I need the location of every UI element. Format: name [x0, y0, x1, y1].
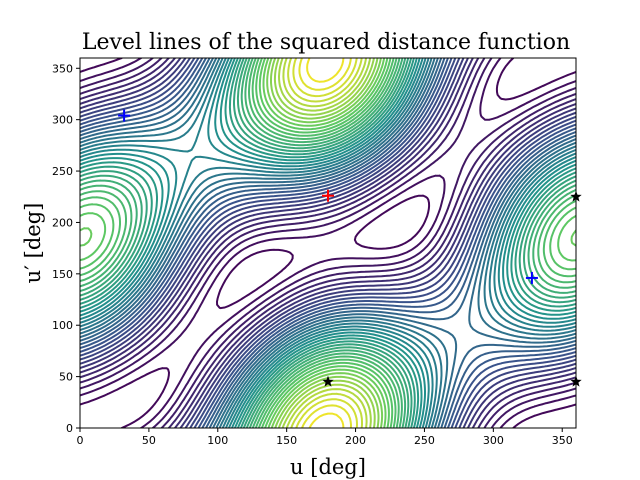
contour-line — [80, 58, 576, 428]
contour-line — [278, 58, 372, 428]
contour-line — [80, 58, 576, 428]
y-tick-label: 100 — [52, 319, 73, 332]
y-tick-label: 150 — [52, 268, 73, 281]
x-tick-label: 0 — [77, 434, 84, 447]
contour-line — [80, 58, 576, 428]
contour-line — [80, 58, 576, 428]
contour-line — [80, 58, 576, 428]
contour-line — [80, 58, 576, 428]
x-tick-label: 50 — [142, 434, 156, 447]
contour-line — [80, 58, 576, 428]
x-axis-label: u [deg] — [290, 455, 366, 479]
y-axis-label: u′ [deg] — [21, 203, 45, 284]
contour-line — [80, 58, 576, 428]
contour-line — [287, 58, 363, 428]
x-tick-label: 300 — [483, 434, 504, 447]
plot-frame — [79, 57, 577, 429]
saddle-marker — [322, 375, 334, 387]
y-axis: 0 50 100 150 200 250 300 350 — [52, 62, 80, 435]
contour-line — [80, 58, 576, 428]
y-tick-label: 250 — [52, 165, 73, 178]
contour-line — [80, 58, 576, 428]
contour-line — [80, 58, 576, 428]
contour-line — [80, 58, 576, 428]
contour-line — [80, 58, 576, 428]
contour-line — [80, 58, 576, 428]
contour-lines — [80, 58, 576, 428]
minimum-marker — [118, 109, 131, 122]
x-axis: 0 50 100 150 200 250 300 350 — [77, 428, 573, 447]
maximum-marker — [322, 189, 334, 202]
contour-line — [306, 58, 345, 428]
y-tick-label: 200 — [52, 216, 73, 229]
contour-line — [80, 58, 576, 428]
minimum-marker — [525, 271, 538, 284]
contour-line — [80, 58, 576, 428]
contour-line — [80, 58, 576, 428]
contour-line — [80, 58, 576, 428]
contour-line — [80, 58, 576, 428]
contour-line — [80, 58, 576, 428]
contour-line — [80, 58, 576, 428]
contour-line — [80, 58, 576, 428]
contour-line — [273, 58, 376, 428]
contour-line — [266, 58, 384, 428]
contour-line — [292, 58, 358, 428]
y-tick-label: 0 — [66, 422, 73, 435]
contour-line — [80, 58, 576, 428]
chart-title: Level lines of the squared distance func… — [82, 30, 570, 55]
x-tick-label: 200 — [345, 434, 366, 447]
contour-line — [80, 58, 576, 428]
contour-line — [80, 58, 576, 428]
x-tick-label: 100 — [207, 434, 228, 447]
contour-line — [80, 58, 576, 428]
contour-line — [80, 58, 576, 428]
contour-line — [298, 58, 352, 428]
contour-line — [282, 58, 368, 428]
y-tick-label: 300 — [52, 114, 73, 127]
x-tick-label: 350 — [552, 434, 573, 447]
y-tick-label: 50 — [59, 371, 73, 384]
y-tick-label: 350 — [52, 62, 73, 75]
contour-line — [80, 58, 576, 428]
x-tick-label: 150 — [276, 434, 297, 447]
contour-line — [270, 58, 380, 428]
x-tick-label: 250 — [414, 434, 435, 447]
